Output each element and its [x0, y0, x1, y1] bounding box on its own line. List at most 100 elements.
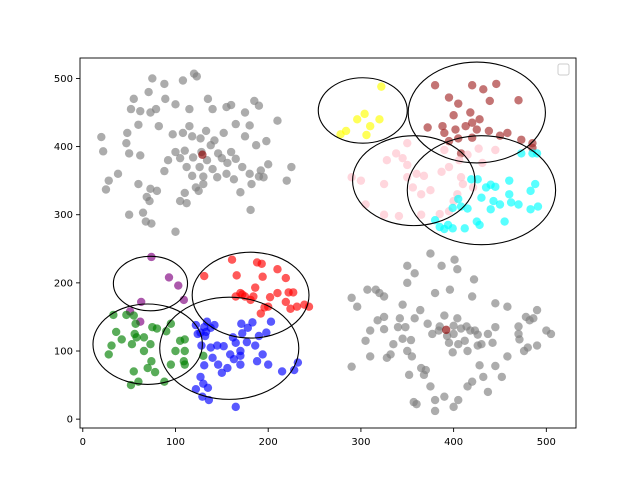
data-point — [281, 297, 291, 307]
data-point — [252, 357, 262, 366]
data-point — [406, 335, 416, 345]
data-point — [113, 169, 123, 179]
data-point — [503, 352, 512, 361]
data-point — [178, 128, 188, 138]
data-point — [467, 175, 476, 184]
data-point — [361, 336, 370, 345]
data-point — [416, 210, 426, 219]
y-tick-label: 200 — [54, 278, 73, 289]
data-point — [506, 198, 516, 207]
data-point — [460, 224, 469, 233]
data-point — [347, 362, 356, 371]
data-point — [254, 101, 264, 110]
data-point — [231, 338, 240, 348]
data-point — [395, 314, 405, 323]
data-point — [111, 327, 121, 337]
data-point — [117, 335, 126, 344]
data-point — [423, 319, 432, 328]
data-point — [449, 111, 458, 120]
data-point — [265, 292, 275, 302]
cluster-circle — [352, 135, 476, 227]
data-point — [129, 94, 138, 104]
data-point — [423, 123, 432, 132]
data-point — [382, 156, 392, 165]
data-point — [448, 224, 457, 233]
data-point — [495, 131, 505, 140]
cluster-circle — [112, 255, 189, 312]
data-point — [259, 173, 268, 182]
data-point — [171, 147, 180, 157]
data-point — [483, 329, 493, 339]
data-point — [213, 173, 222, 182]
data-point — [187, 132, 197, 141]
data-point — [475, 361, 484, 370]
data-point — [379, 179, 389, 189]
data-point — [203, 383, 213, 392]
data-point — [353, 115, 362, 124]
data-point — [238, 162, 247, 172]
data-point — [505, 190, 514, 199]
data-point — [444, 93, 454, 102]
data-point — [127, 339, 137, 349]
legend — [557, 63, 570, 76]
data-point — [236, 360, 245, 369]
data-point — [175, 196, 185, 206]
y-tick-label: 300 — [54, 210, 73, 221]
data-point — [254, 331, 264, 341]
data-point — [222, 169, 231, 179]
data-point — [242, 337, 252, 347]
data-point — [154, 121, 163, 131]
cluster-circle — [191, 251, 310, 339]
data-point — [146, 339, 155, 349]
x-tick-label: 0 — [80, 437, 86, 448]
data-point — [379, 210, 389, 219]
data-point — [525, 316, 534, 325]
data-point — [273, 116, 282, 125]
data-point — [456, 173, 466, 182]
data-point — [491, 361, 500, 371]
data-point — [191, 384, 201, 394]
x-tick-label: 200 — [259, 437, 278, 448]
data-point — [472, 217, 481, 226]
data-point — [444, 338, 454, 348]
cluster-circle — [406, 135, 557, 246]
data-point — [134, 120, 143, 129]
data-point — [454, 156, 464, 165]
data-point — [488, 338, 497, 348]
data-point — [453, 265, 462, 274]
data-point — [389, 339, 398, 349]
data-point — [180, 146, 189, 155]
data-point — [251, 141, 261, 150]
data-point — [188, 153, 198, 162]
data-point — [199, 179, 208, 189]
data-point — [483, 387, 493, 397]
data-point — [430, 395, 440, 405]
data-point — [403, 138, 412, 148]
legend-box — [557, 63, 570, 76]
data-point — [362, 130, 371, 140]
data-point — [185, 104, 194, 114]
data-point — [219, 128, 228, 138]
data-point — [132, 333, 141, 342]
data-point — [206, 141, 215, 150]
data-point — [262, 136, 271, 146]
data-point — [251, 341, 260, 350]
data-point — [403, 278, 412, 288]
data-point — [200, 361, 209, 370]
data-point — [146, 184, 155, 194]
data-point — [442, 325, 451, 335]
data-point — [232, 271, 241, 280]
data-point — [223, 363, 232, 373]
data-point — [168, 130, 177, 139]
data-point — [477, 193, 486, 202]
data-point — [519, 346, 529, 356]
data-point — [256, 309, 265, 318]
data-point — [166, 319, 176, 328]
data-point — [416, 305, 425, 315]
data-point — [379, 325, 389, 334]
data-point — [449, 329, 458, 339]
data-point — [124, 149, 134, 158]
data-point — [236, 351, 245, 360]
data-point — [163, 156, 173, 165]
